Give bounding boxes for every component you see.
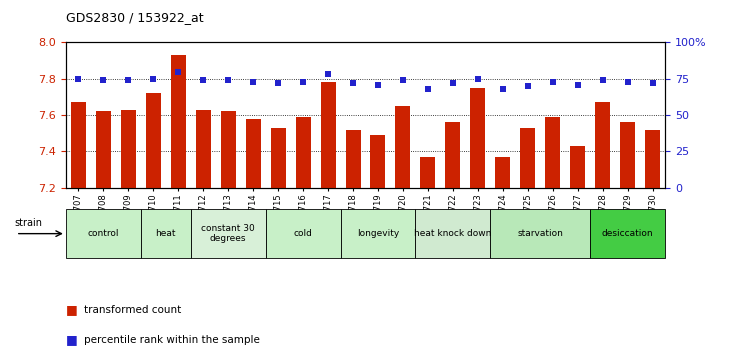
Text: longevity: longevity xyxy=(357,229,399,238)
Text: heat knock down: heat knock down xyxy=(414,229,492,238)
Point xyxy=(222,78,234,83)
Point xyxy=(97,78,109,83)
Bar xyxy=(520,128,535,188)
Point xyxy=(322,72,334,77)
Text: heat: heat xyxy=(156,229,176,238)
Bar xyxy=(66,209,140,258)
Text: control: control xyxy=(88,229,119,238)
Bar xyxy=(395,106,411,188)
Point xyxy=(622,79,634,85)
Point xyxy=(497,86,509,92)
Bar xyxy=(420,157,436,188)
Bar xyxy=(196,110,211,188)
Bar xyxy=(620,122,635,188)
Point xyxy=(372,82,384,87)
Bar xyxy=(295,117,311,188)
Text: ■: ■ xyxy=(66,303,77,316)
Bar xyxy=(121,110,136,188)
Bar xyxy=(471,88,485,188)
Bar xyxy=(371,135,385,188)
Text: constant 30
degrees: constant 30 degrees xyxy=(201,224,255,243)
Point xyxy=(397,78,409,83)
Bar xyxy=(341,209,415,258)
Bar xyxy=(71,102,86,188)
Point xyxy=(422,86,433,92)
Text: strain: strain xyxy=(15,218,42,228)
Bar xyxy=(570,146,586,188)
Point xyxy=(647,80,659,86)
Text: starvation: starvation xyxy=(518,229,564,238)
Point xyxy=(148,76,159,82)
Text: ■: ■ xyxy=(66,333,77,346)
Bar xyxy=(496,157,510,188)
Point xyxy=(197,78,209,83)
Point xyxy=(272,80,284,86)
Bar xyxy=(96,112,111,188)
Bar xyxy=(595,102,610,188)
Bar xyxy=(191,209,265,258)
Text: transformed count: transformed count xyxy=(84,305,181,315)
Point xyxy=(447,80,459,86)
Point xyxy=(522,83,534,89)
Bar xyxy=(445,122,461,188)
Point xyxy=(597,78,609,83)
Bar xyxy=(591,209,665,258)
Bar xyxy=(145,93,161,188)
Point xyxy=(347,80,359,86)
Text: GDS2830 / 153922_at: GDS2830 / 153922_at xyxy=(66,11,203,24)
Bar xyxy=(320,82,336,188)
Bar xyxy=(270,128,286,188)
Text: cold: cold xyxy=(294,229,312,238)
Point xyxy=(247,79,259,85)
Point xyxy=(572,82,583,87)
Bar xyxy=(491,209,591,258)
Text: percentile rank within the sample: percentile rank within the sample xyxy=(84,335,260,345)
Bar xyxy=(645,130,660,188)
Point xyxy=(72,76,84,82)
Bar xyxy=(246,119,260,188)
Point xyxy=(298,79,309,85)
Bar xyxy=(346,130,360,188)
Bar xyxy=(545,117,561,188)
Point xyxy=(173,69,184,74)
Bar xyxy=(170,55,186,188)
Text: desiccation: desiccation xyxy=(602,229,654,238)
Bar xyxy=(415,209,491,258)
Bar xyxy=(221,112,235,188)
Point xyxy=(472,76,484,82)
Bar xyxy=(265,209,341,258)
Point xyxy=(122,78,134,83)
Point xyxy=(547,79,558,85)
Bar xyxy=(140,209,191,258)
